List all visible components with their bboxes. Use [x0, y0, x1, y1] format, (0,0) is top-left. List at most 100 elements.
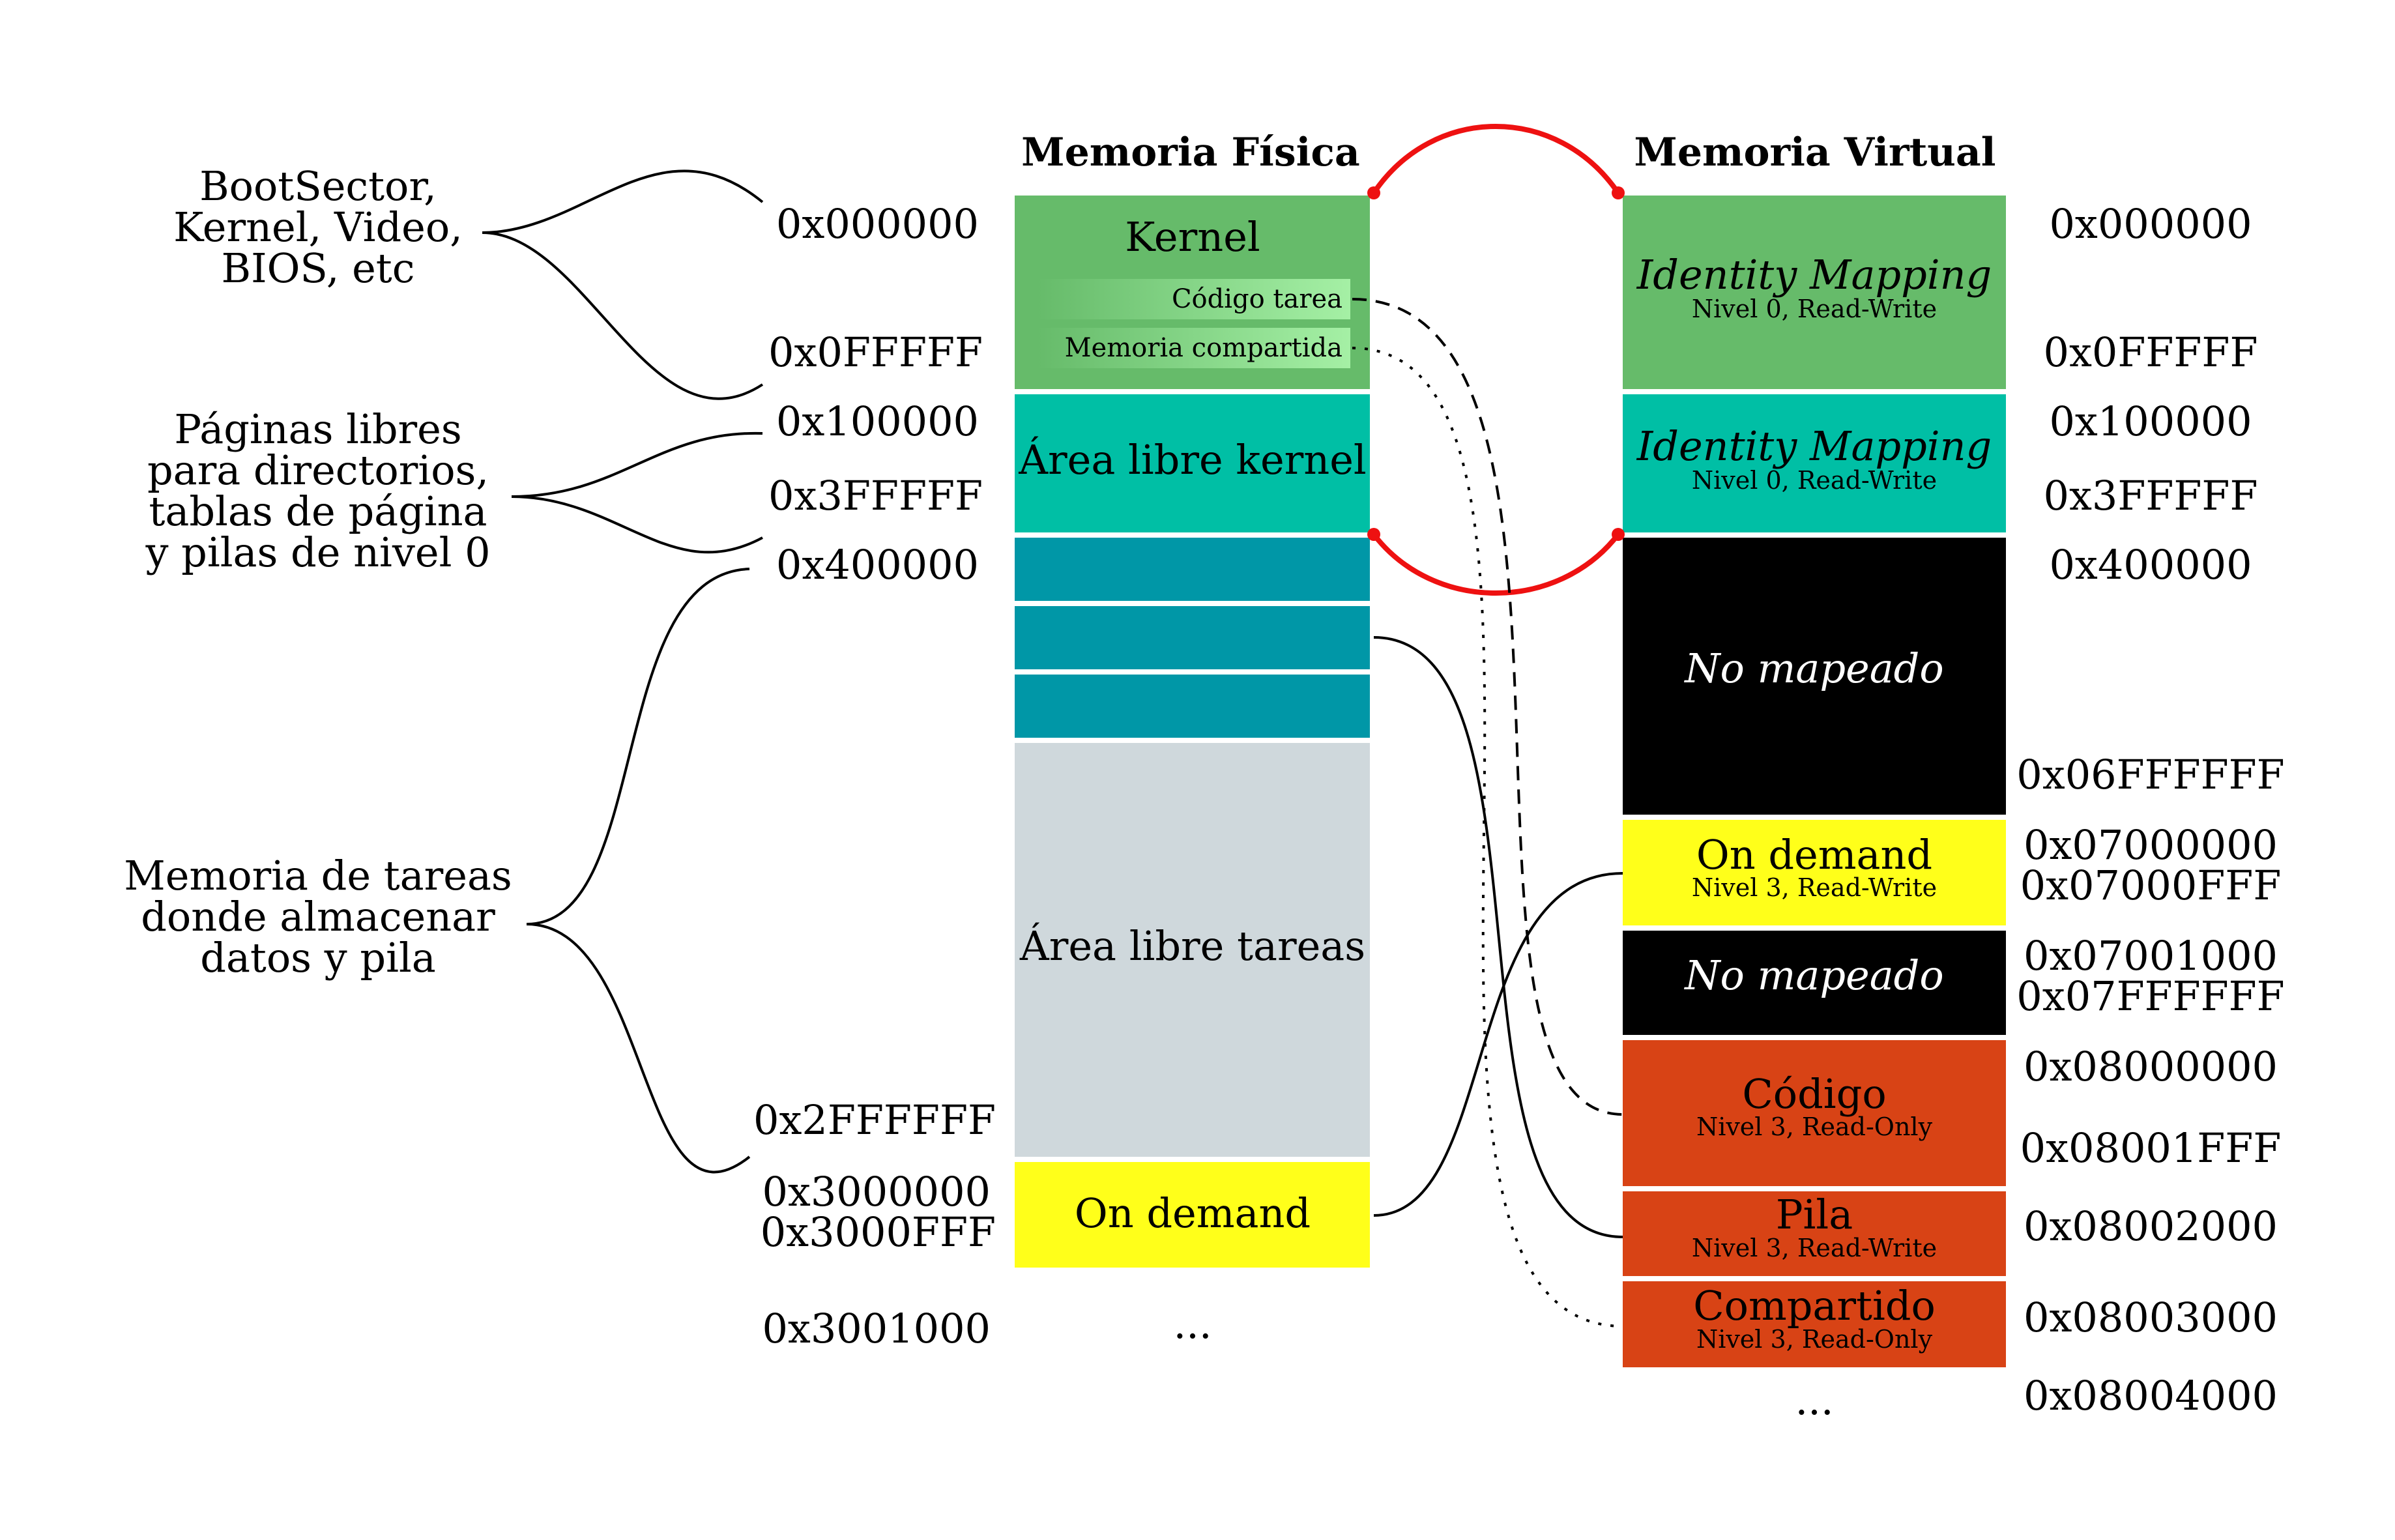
- identity-mapping-2-sub: Nivel 0, Read-Write: [1692, 466, 1937, 495]
- boot-brace-top: [482, 169, 764, 234]
- pages-brace-bottom: [511, 495, 763, 554]
- physical-ellipsis: ...: [1173, 1300, 1212, 1348]
- area-libre-tareas-label: Área libre tareas: [1019, 922, 1365, 970]
- virt-addr-08003000: 0x08003000: [2024, 1294, 2278, 1341]
- virtual-on-demand-sub: Nivel 3, Read-Write: [1692, 873, 1937, 902]
- virt-addr-08000000: 0x08000000: [2024, 1043, 2278, 1090]
- task-page-block-2: [1015, 606, 1370, 669]
- phys-addr-3000fff: 0x3000FFF: [761, 1208, 996, 1256]
- task-page-block-3: [1015, 675, 1370, 738]
- identity-mapping-1-title: Identity Mapping: [1636, 251, 1992, 298]
- virt-addr-08001fff: 0x08001FFF: [2020, 1124, 2282, 1172]
- area-libre-kernel-block: [1015, 394, 1370, 532]
- phys-addr-2ffffff: 0x2FFFFFF: [753, 1096, 996, 1144]
- physical-on-demand-label: On demand: [1075, 1189, 1311, 1237]
- left-note-boot: BootSector, Kernel, Video, BIOS, etc: [173, 162, 463, 292]
- virtual-addresses: 0x000000 0x0FFFFF 0x100000 0x3FFFFF 0x40…: [2016, 200, 2284, 1419]
- codigo-mapping-line: [1352, 298, 1623, 1116]
- note-brace-lines: [482, 169, 764, 1174]
- virtual-ellipsis: ...: [1795, 1376, 1833, 1424]
- memoria-compartida-sub-block: [1038, 328, 1350, 368]
- pages-note-line-3: tablas de página: [149, 487, 487, 535]
- tasks-brace-top: [526, 568, 750, 925]
- codigo-title: Código: [1742, 1070, 1886, 1118]
- pila-sub: Nivel 3, Read-Write: [1692, 1234, 1937, 1262]
- virtual-on-demand-title: On demand: [1696, 831, 1932, 879]
- boot-note-line-2: Kernel, Video,: [173, 203, 463, 251]
- pages-note-line-1: Páginas libres: [174, 405, 461, 453]
- physical-memory-column: Kernel Código tarea Memoria compartida Á…: [1015, 196, 1370, 1348]
- identity-mapping-block-2: [1623, 394, 2006, 532]
- arc-dot-1: [1367, 186, 1380, 199]
- left-note-tasks: Memoria de tareas donde almacenar datos …: [124, 852, 512, 981]
- identity-mapping-2-title: Identity Mapping: [1636, 422, 1992, 470]
- virt-addr-0fffff: 0x0FFFFF: [2044, 328, 2258, 376]
- virt-addr-07000000: 0x07000000: [2024, 821, 2278, 869]
- no-mapeado-1-label: No mapeado: [1683, 645, 1943, 692]
- arc-dot-4: [1612, 528, 1625, 541]
- compartido-sub: Nivel 3, Read-Only: [1696, 1325, 1933, 1354]
- pila-title: Pila: [1776, 1191, 1853, 1238]
- tasks-brace-bottom: [526, 923, 751, 1174]
- virt-addr-100000: 0x100000: [2049, 398, 2252, 445]
- arc-dot-2: [1612, 186, 1625, 199]
- virt-addr-07001000: 0x07001000: [2024, 932, 2278, 980]
- phys-addr-100000: 0x100000: [776, 398, 979, 445]
- virt-addr-08004000: 0x08004000: [2024, 1372, 2278, 1419]
- virt-addr-400000: 0x400000: [2049, 541, 2252, 588]
- boot-brace-bottom: [482, 231, 764, 400]
- identity-mapping-arcs: [1371, 124, 1621, 596]
- identity-arc-bottom: [1371, 532, 1621, 596]
- task-page-block-1: [1015, 538, 1370, 601]
- phys-addr-3000000: 0x3000000: [762, 1168, 991, 1215]
- virtual-memory-header: Memoria Virtual: [1634, 130, 1996, 175]
- arc-dot-3: [1367, 528, 1380, 541]
- compartido-title: Compartido: [1693, 1282, 1936, 1329]
- codigo-sub: Nivel 3, Read-Only: [1696, 1112, 1933, 1141]
- pages-note-line-4: y pilas de nivel 0: [145, 529, 490, 576]
- boot-note-line-1: BootSector,: [199, 162, 437, 210]
- virt-addr-3fffff: 0x3FFFFF: [2044, 472, 2258, 519]
- boot-note-line-3: BIOS, etc: [222, 244, 415, 292]
- tasks-note-line-1: Memoria de tareas: [124, 852, 512, 899]
- phys-addr-0fffff: 0x0FFFFF: [768, 328, 983, 376]
- phys-addr-3001000: 0x3001000: [762, 1305, 991, 1352]
- codigo-tarea-label: Código tarea: [1172, 284, 1343, 314]
- memoria-compartida-label: Memoria compartida: [1065, 333, 1343, 363]
- virt-addr-07000fff: 0x07000FFF: [2020, 862, 2282, 909]
- codigo-tarea-sub-block: [1038, 279, 1350, 319]
- tasks-note-line-3: datos y pila: [200, 934, 435, 981]
- identity-arc-endpoints: [1367, 186, 1625, 541]
- no-mapeado-block-1: [1623, 538, 2006, 815]
- virt-addr-06ffffff: 0x06FFFFFF: [2016, 751, 2284, 798]
- virtual-on-demand-block: [1623, 820, 2006, 925]
- codigo-block: [1623, 1040, 2006, 1186]
- physical-addresses: 0x000000 0x0FFFFF 0x100000 0x3FFFFF 0x40…: [753, 200, 996, 1352]
- kernel-label: Kernel: [1125, 213, 1260, 261]
- identity-mapping-1-sub: Nivel 0, Read-Write: [1692, 295, 1937, 323]
- tasks-note-line-2: donde almacenar: [141, 893, 495, 940]
- pages-brace-top: [511, 431, 763, 498]
- no-mapeado-2-label: No mapeado: [1683, 952, 1943, 999]
- area-libre-kernel-label: Área libre kernel: [1018, 436, 1367, 484]
- virt-addr-07ffffff: 0x07FFFFFF: [2016, 972, 2284, 1020]
- compartido-block: [1623, 1281, 2006, 1367]
- identity-arc-top: [1371, 124, 1621, 195]
- phys-addr-000000: 0x000000: [776, 200, 979, 248]
- phys-addr-3fffff: 0x3FFFFF: [768, 472, 983, 519]
- area-libre-tareas-block: [1015, 743, 1370, 1157]
- pages-note-line-2: para directorios,: [147, 446, 489, 494]
- identity-mapping-block-1: [1623, 196, 2006, 389]
- mapping-connectors: [1352, 298, 1623, 1328]
- phys-addr-400000: 0x400000: [776, 541, 979, 588]
- virtual-memory-column: Identity Mapping Nivel 0, Read-Write Ide…: [1623, 196, 2006, 1424]
- physical-on-demand-block: [1015, 1162, 1370, 1268]
- virt-addr-08002000: 0x08002000: [2024, 1202, 2278, 1250]
- physical-memory-header: Memoria Física: [1021, 130, 1360, 175]
- pila-mapping-line: [1373, 636, 1623, 1238]
- left-note-pages: Páginas libres para directorios, tablas …: [145, 405, 490, 576]
- no-mapeado-block-2: [1623, 931, 2006, 1035]
- pila-block: [1623, 1191, 2006, 1276]
- virt-addr-000000: 0x000000: [2049, 200, 2252, 248]
